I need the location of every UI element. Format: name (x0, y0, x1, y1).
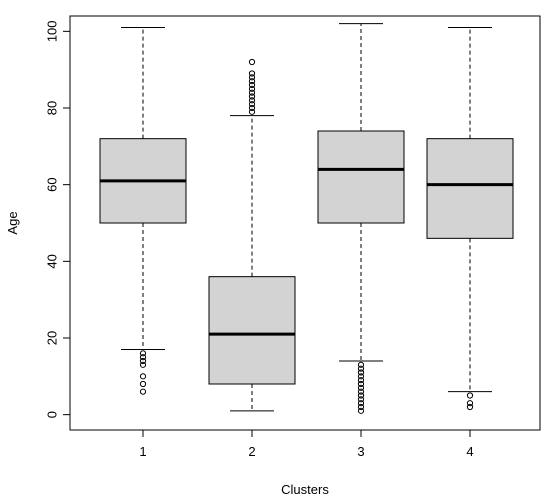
outlier-point (357, 392, 365, 399)
y-tick-label: 60 (45, 177, 60, 191)
outlier-point (466, 400, 474, 407)
outlier-point (357, 377, 365, 384)
x-axis: 1 2 3 4 (139, 429, 474, 459)
y-axis-title: Age (5, 211, 20, 234)
outlier-point (139, 380, 147, 388)
outlier-point (357, 407, 365, 414)
x-tick-label: 2 (248, 444, 255, 459)
outlier-point (248, 93, 256, 100)
outlier-point (248, 81, 256, 89)
outlier-point (248, 74, 256, 81)
outlier-point (248, 108, 256, 115)
x-tick-label: 4 (466, 444, 473, 459)
iqr-box (426, 138, 514, 239)
outlier-point (357, 388, 365, 395)
outlier-point (248, 97, 256, 104)
y-tick-label: 0 (45, 411, 60, 418)
outlier-point (248, 104, 256, 112)
outlier-point (139, 354, 147, 361)
outlier-point (139, 388, 147, 395)
outlier-point (248, 78, 256, 85)
outlier-point (357, 396, 365, 403)
x-tick-label: 1 (139, 444, 146, 459)
outlier-point (357, 403, 365, 411)
outlier-point (357, 400, 365, 407)
iqr-box (317, 130, 405, 224)
box-cluster-4 (426, 27, 514, 411)
x-tick-label: 3 (357, 444, 364, 459)
outlier-point (466, 392, 474, 399)
y-tick-label: 20 (45, 331, 60, 345)
outlier-point (357, 380, 365, 388)
boxes-group (99, 23, 514, 414)
outlier-point (139, 350, 147, 357)
outlier-point (248, 89, 256, 96)
outlier-point (357, 384, 365, 391)
outlier-point (248, 85, 256, 92)
outlier-point (466, 403, 474, 411)
outlier-point (357, 373, 365, 380)
outlier-point (248, 70, 256, 77)
y-axis: 0 20 40 60 80 100 (45, 20, 71, 418)
outlier-point (248, 58, 256, 66)
box-cluster-1 (99, 27, 187, 395)
box-cluster-2 (208, 58, 296, 412)
y-tick-label: 80 (45, 101, 60, 115)
y-tick-label: 100 (45, 20, 60, 42)
outlier-point (139, 357, 147, 365)
outlier-point (357, 365, 365, 372)
outlier-point (357, 369, 365, 376)
box-cluster-3 (317, 23, 405, 414)
outlier-point (139, 373, 147, 380)
outlier-point (357, 361, 365, 368)
outlier-point (139, 361, 147, 368)
outlier-point (248, 101, 256, 108)
x-axis-title: Clusters (281, 482, 329, 497)
y-tick-label: 40 (45, 254, 60, 268)
iqr-box (208, 276, 296, 385)
